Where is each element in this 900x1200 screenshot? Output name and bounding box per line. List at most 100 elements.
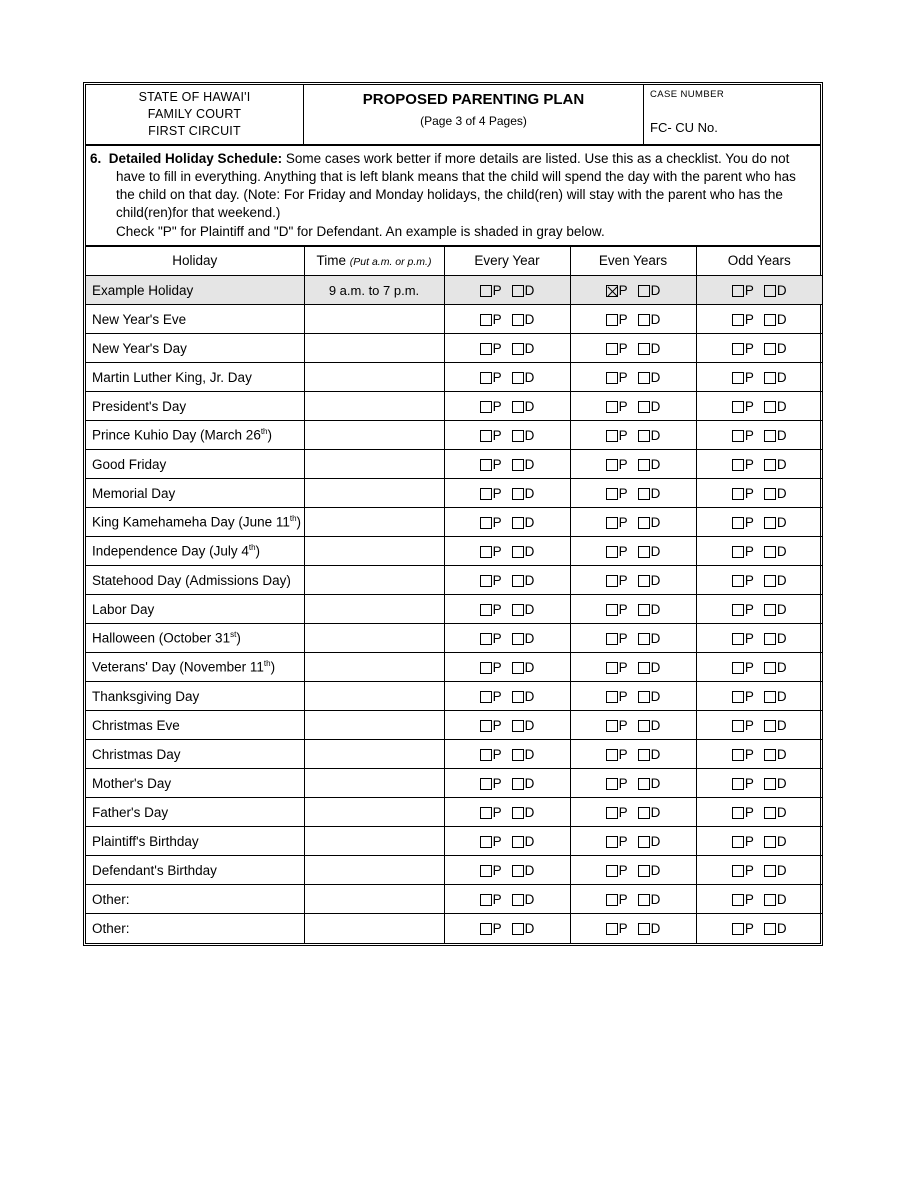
pd-cell[interactable]: PD [696,624,822,653]
pd-cell[interactable]: PD [444,363,570,392]
checkbox-p-icon[interactable] [606,865,618,877]
checkbox-d-icon[interactable] [512,720,524,732]
time-cell[interactable] [304,595,444,624]
checkbox-p-icon[interactable] [732,865,744,877]
checkbox-p-icon[interactable] [480,343,492,355]
time-cell[interactable] [304,682,444,711]
time-cell[interactable] [304,450,444,479]
checkbox-d-icon[interactable] [764,836,776,848]
checkbox-d-icon[interactable] [512,894,524,906]
checkbox-d-icon[interactable] [638,633,650,645]
checkbox-p-icon[interactable] [480,314,492,326]
pd-cell[interactable]: PD [696,479,822,508]
checkbox-p-icon[interactable] [732,314,744,326]
checkbox-p-icon[interactable] [606,749,618,761]
checkbox-d-icon[interactable] [638,604,650,616]
checkbox-p-icon[interactable] [606,401,618,413]
time-cell[interactable] [304,914,444,943]
checkbox-d-icon[interactable] [512,633,524,645]
checkbox-p-icon[interactable] [480,575,492,587]
pd-cell[interactable]: PD [696,334,822,363]
checkbox-d-icon[interactable] [764,343,776,355]
pd-cell[interactable]: PD [444,334,570,363]
pd-cell[interactable]: PD [444,769,570,798]
pd-cell[interactable]: PD [570,798,696,827]
checkbox-p-icon[interactable] [732,343,744,355]
pd-cell[interactable]: PD [444,885,570,914]
pd-cell[interactable]: PD [696,450,822,479]
time-cell[interactable] [304,798,444,827]
checkbox-d-icon[interactable] [638,691,650,703]
checkbox-d-icon[interactable] [512,836,524,848]
pd-cell[interactable]: PD [570,421,696,450]
checkbox-p-icon[interactable] [480,894,492,906]
checkbox-p-icon[interactable] [732,546,744,558]
pd-cell[interactable]: PD [444,276,570,305]
checkbox-d-icon[interactable] [764,720,776,732]
checkbox-p-icon[interactable] [606,372,618,384]
pd-cell[interactable]: PD [444,537,570,566]
pd-cell[interactable]: PD [570,537,696,566]
pd-cell[interactable]: PD [570,450,696,479]
checkbox-p-icon[interactable] [606,778,618,790]
time-cell[interactable] [304,421,444,450]
pd-cell[interactable]: PD [570,827,696,856]
checkbox-d-icon[interactable] [638,430,650,442]
checkbox-p-icon[interactable] [732,575,744,587]
checkbox-d-icon[interactable] [512,778,524,790]
time-cell[interactable] [304,885,444,914]
checkbox-p-icon[interactable] [480,633,492,645]
checkbox-p-icon[interactable] [606,430,618,442]
checkbox-p-icon[interactable] [480,372,492,384]
checkbox-p-icon[interactable] [480,691,492,703]
checkbox-p-icon[interactable] [480,517,492,529]
pd-cell[interactable]: PD [696,421,822,450]
checkbox-p-icon[interactable] [480,749,492,761]
pd-cell[interactable]: PD [444,421,570,450]
checkbox-p-icon[interactable] [732,923,744,935]
checkbox-p-icon[interactable] [480,604,492,616]
time-cell[interactable] [304,334,444,363]
checkbox-p-icon[interactable] [480,865,492,877]
pd-cell[interactable]: PD [444,566,570,595]
pd-cell[interactable]: PD [570,334,696,363]
checkbox-p-icon[interactable] [732,807,744,819]
pd-cell[interactable]: PD [444,392,570,421]
checkbox-p-icon[interactable] [732,633,744,645]
pd-cell[interactable]: PD [444,653,570,682]
checkbox-p-icon[interactable] [732,604,744,616]
checkbox-d-icon[interactable] [638,488,650,500]
checkbox-p-icon[interactable] [606,546,618,558]
pd-cell[interactable]: PD [444,711,570,740]
pd-cell[interactable]: PD [570,276,696,305]
pd-cell[interactable]: PD [444,856,570,885]
checkbox-p-icon[interactable] [732,720,744,732]
checkbox-p-icon[interactable] [480,546,492,558]
checkbox-d-icon[interactable] [512,517,524,529]
checkbox-d-icon[interactable] [512,923,524,935]
pd-cell[interactable]: PD [444,740,570,769]
checkbox-d-icon[interactable] [512,372,524,384]
checkbox-p-icon[interactable] [606,720,618,732]
time-cell[interactable] [304,856,444,885]
checkbox-p-icon[interactable] [480,720,492,732]
checkbox-d-icon[interactable] [638,401,650,413]
pd-cell[interactable]: PD [696,914,822,943]
pd-cell[interactable]: PD [570,392,696,421]
pd-cell[interactable]: PD [696,508,822,537]
checkbox-p-icon[interactable] [732,372,744,384]
checkbox-p-icon[interactable] [606,343,618,355]
checkbox-p-icon[interactable] [480,836,492,848]
pd-cell[interactable]: PD [444,450,570,479]
checkbox-d-icon[interactable] [638,894,650,906]
checkbox-d-icon[interactable] [512,285,524,297]
checkbox-p-icon[interactable] [732,662,744,674]
checkbox-d-icon[interactable] [512,488,524,500]
pd-cell[interactable]: PD [570,711,696,740]
time-cell[interactable] [304,566,444,595]
checkbox-p-icon[interactable] [480,401,492,413]
checkbox-d-icon[interactable] [638,778,650,790]
checkbox-p-icon[interactable] [606,894,618,906]
checkbox-d-icon[interactable] [764,430,776,442]
checkbox-d-icon[interactable] [764,372,776,384]
